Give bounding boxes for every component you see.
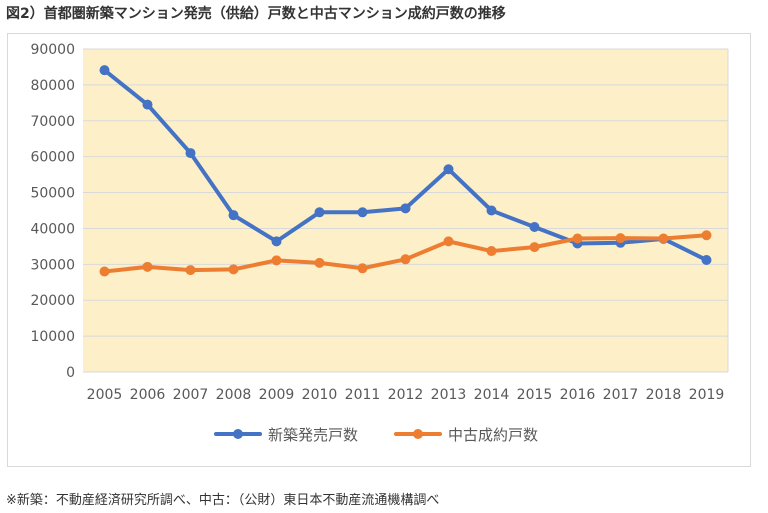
data-point [185,265,196,276]
legend-marker [233,429,243,439]
data-point [314,257,325,268]
data-point [400,203,411,214]
line-chart: 0 10000 20000 30000 40000 50000 60000 70000 8000… [30,42,729,444]
y-axis-ticks: 0 10000 20000 30000 40000 50000 60000 70000 8000… [30,42,75,381]
data-point [99,266,110,277]
x-tick-label: 2011 [345,387,381,403]
legend-label: 中古成約戸数 [448,426,538,444]
x-tick-label: 2017 [603,387,639,403]
data-point [486,205,497,216]
y-tick-label: 90000 [30,42,75,58]
data-point [658,233,669,244]
x-tick-label: 2005 [87,387,123,403]
y-tick-label: 50000 [30,186,75,202]
y-tick-label: 30000 [30,257,75,273]
data-point [400,254,411,265]
data-point [615,233,626,244]
legend-label: 新築発売戸数 [268,426,358,444]
data-point [314,207,325,218]
data-point [529,222,540,233]
y-tick-label: 80000 [30,78,75,94]
data-point [142,99,153,110]
data-point [228,264,239,275]
data-point [271,255,282,266]
x-tick-label: 2015 [517,387,553,403]
x-tick-label: 2019 [689,387,725,403]
data-point [357,263,368,274]
data-point [443,164,454,175]
chart-title: 図2）首都圏新築マンション発売（供給）戸数と中古マンション成約戸数の推移 [6,6,506,22]
data-point [185,148,196,159]
series [99,65,712,277]
x-tick-label: 2012 [388,387,424,403]
x-tick-label: 2014 [474,387,510,403]
y-tick-label: 40000 [30,221,75,237]
chart-frame: 0 10000 20000 30000 40000 50000 60000 70000 8000… [7,33,751,467]
data-point [142,261,153,272]
x-tick-label: 2016 [560,387,596,403]
y-tick-label: 0 [66,365,75,381]
data-point [443,236,454,247]
x-tick-label: 2008 [216,387,252,403]
x-tick-label: 2006 [130,387,166,403]
y-tick-label: 10000 [30,329,75,345]
source-note: ※新築：不動産経済研究所調べ、中古：（公財）東日本不動産流通機構調べ [6,493,440,508]
x-tick-label: 2007 [173,387,209,403]
y-tick-label: 20000 [30,293,75,309]
legend: 新築発売戸数 中古成約戸数 [214,426,538,444]
data-point [228,210,239,221]
legend-marker [413,429,423,439]
y-tick-label: 70000 [30,114,75,130]
x-tick-label: 2013 [431,387,467,403]
data-point [486,246,497,257]
data-point [701,230,712,241]
data-point [701,255,712,266]
data-point [99,65,110,76]
x-axis-ticks: 2005 2006 2007 2008 2009 2010 2011 2012 2013 2014… [87,387,725,403]
data-point [357,207,368,218]
data-point [529,242,540,253]
y-tick-label: 60000 [30,150,75,166]
data-point [271,236,282,247]
x-tick-label: 2009 [259,387,295,403]
x-tick-label: 2010 [302,387,338,403]
x-tick-label: 2018 [646,387,682,403]
gridlines [83,48,729,373]
data-point [572,233,583,244]
